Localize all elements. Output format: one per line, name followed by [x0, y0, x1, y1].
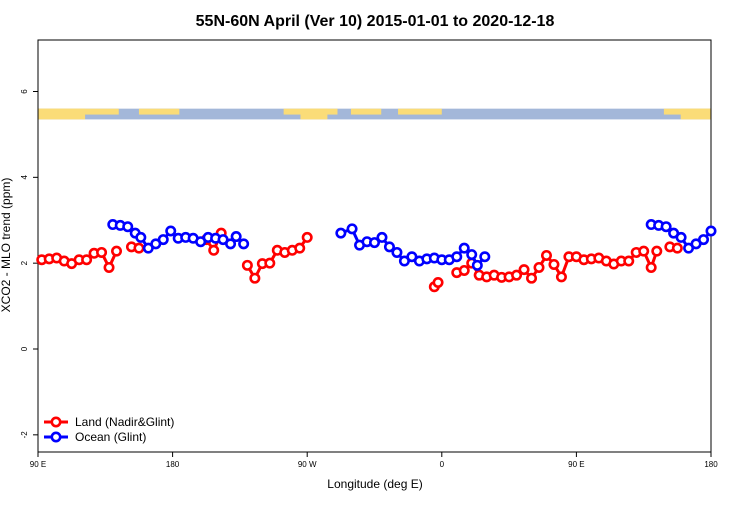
series-ocean-point-0-7 [157, 234, 169, 246]
series-land-point-5-26 [645, 261, 657, 273]
series-land-point-5-27 [651, 245, 663, 257]
legend-item-land: Land (Nadir&Glint) [44, 415, 174, 429]
series-ocean-point-1-18 [471, 259, 483, 271]
series-ocean-point-0-8 [165, 225, 177, 237]
legend-label-ocean: Ocean (Glint) [75, 430, 146, 444]
series-land-point-5-23 [623, 255, 635, 267]
x-tick-label-4: 90 E [568, 460, 584, 469]
series-ocean-point-1-17 [466, 249, 478, 261]
series-land-point-3-8 [301, 231, 313, 243]
series-ocean-point-0-16 [225, 238, 237, 250]
series-land-point-1-1 [133, 242, 145, 254]
series-ocean-point-1-7 [391, 246, 403, 258]
y-tick-label-0: -2 [20, 431, 29, 439]
series-land-point-0-9 [103, 261, 115, 273]
data-layer [36, 219, 717, 293]
x-tick-label-1: 180 [166, 460, 180, 469]
legend-label-land: Land (Nadir&Glint) [75, 415, 174, 429]
series-ocean-point-1-1 [346, 223, 358, 235]
series-land-point-5-1 [458, 264, 470, 276]
series-ocean-point-0-2 [122, 221, 134, 233]
legend-marker-ocean [50, 431, 62, 443]
series-land-point-3-0 [241, 259, 253, 271]
series-land-point-5-14 [555, 271, 567, 283]
series-land-point-5-11 [533, 261, 545, 273]
strip-land-block-c [680, 108, 711, 120]
y-tick-label-2: 2 [20, 260, 29, 265]
series-land-point-0-8 [96, 246, 108, 258]
series-land-point-5-12 [540, 249, 552, 261]
series-land-point-3-3 [264, 257, 276, 269]
legend-item-ocean: Ocean (Glint) [44, 430, 146, 444]
series-ocean-point-1-5 [376, 231, 388, 243]
x-tick-label-0: 90 E [30, 460, 46, 469]
y-tick-label-3: 4 [20, 175, 29, 180]
plot-frame [37, 39, 712, 453]
axes: 90 E 180 90 W 0 90 E 180 -2 0 2 4 6 [20, 39, 718, 469]
series-land-point-0-10 [111, 245, 123, 257]
y-axis-label: XCO2 - MLO trend (ppm) [0, 178, 13, 313]
series-land-point-0-6 [81, 254, 93, 266]
series-ocean-point-2-2 [660, 221, 672, 233]
series-ocean-point-0-17 [230, 231, 242, 243]
series-land-point-5-10 [526, 272, 538, 284]
series-land-point-3-1 [249, 272, 261, 284]
series-land-point-5-8 [511, 269, 523, 281]
y-tick-label-1: 0 [20, 346, 29, 351]
series-land-point-4-1 [432, 276, 444, 288]
legend: Land (Nadir&Glint) Ocean (Glint) [44, 415, 174, 444]
series-ocean-point-1-4 [368, 237, 380, 249]
strip-land-3 [350, 108, 382, 115]
series-ocean-point-2-8 [705, 225, 717, 237]
chart-title: 55N-60N April (Ver 10) 2015-01-01 to 202… [196, 13, 555, 30]
series-ocean-point-1-6 [383, 241, 395, 253]
strip-land-block-a [38, 108, 86, 120]
y-tick-label-4: 6 [20, 89, 29, 94]
strip-land-block-b [300, 108, 328, 120]
series-ocean-point-0-4 [135, 231, 147, 243]
legend-marker-land [50, 416, 62, 428]
series-ocean-point-1-15 [451, 251, 463, 263]
series-ocean-point-1-16 [458, 242, 470, 254]
land-ocean-strip [38, 108, 711, 120]
series-ocean-point-2-7 [698, 234, 710, 246]
x-tick-label-2: 90 W [298, 460, 317, 469]
series-ocean-point-2-4 [675, 231, 687, 243]
series-land-point-5-9 [518, 264, 530, 276]
x-tick-label-3: 0 [440, 460, 445, 469]
series-ocean-point-0-18 [238, 238, 250, 250]
series-land-point-3-7 [294, 242, 306, 254]
series-ocean-point-1-0 [335, 227, 347, 239]
series-land-point-5-13 [548, 258, 560, 270]
strip-land-4 [398, 108, 442, 115]
series-land-point-6-1 [671, 242, 683, 254]
strip-land-1 [138, 108, 180, 115]
x-tick-label-5: 180 [704, 460, 718, 469]
series-land-point-5-25 [638, 245, 650, 257]
x-axis-label: Longitude (deg E) [327, 477, 422, 491]
series-ocean-point-1-19 [479, 251, 491, 263]
series-land-point-2-1 [208, 244, 220, 256]
